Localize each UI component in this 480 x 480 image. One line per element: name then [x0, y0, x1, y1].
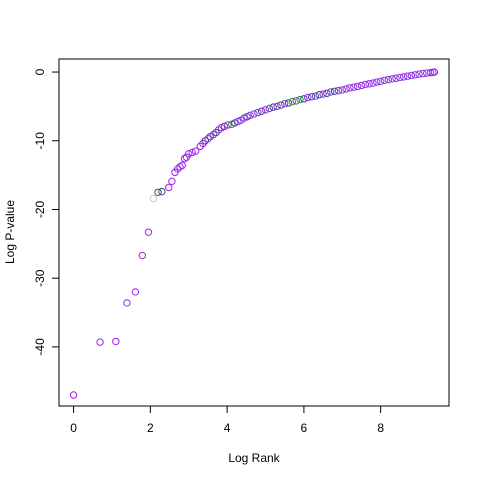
data-point [246, 111, 254, 120]
data-point [392, 74, 400, 82]
data-point [257, 107, 266, 115]
y-axis-label: Log P-value [3, 200, 17, 264]
data-point [173, 165, 182, 173]
data-point [224, 121, 232, 129]
data-point [388, 75, 396, 83]
x-tick-label: 0 [70, 421, 77, 435]
data-point [400, 73, 408, 81]
data-point [384, 75, 393, 84]
data-point [426, 68, 435, 77]
x-tick-label: 8 [377, 421, 384, 435]
data-point [191, 147, 200, 155]
data-point [281, 99, 289, 108]
data-point [342, 85, 350, 93]
data-point [330, 87, 339, 95]
data-point [131, 288, 140, 296]
data-point [365, 80, 373, 88]
data-point [250, 110, 258, 118]
data-point [396, 73, 404, 82]
y-tick-label: -20 [33, 200, 47, 218]
data-point [319, 90, 327, 98]
data-point [411, 71, 419, 79]
data-point [307, 93, 316, 101]
data-point [300, 95, 308, 103]
data-point [304, 93, 312, 102]
data-point [357, 81, 366, 90]
data-point [265, 104, 274, 113]
x-tick-label: 4 [224, 421, 231, 435]
plot-frame [58, 58, 450, 407]
y-tick-label: -40 [33, 338, 47, 356]
data-point [204, 135, 212, 143]
data-point [180, 154, 189, 163]
data-point [338, 86, 346, 94]
x-tick-label: 2 [147, 421, 154, 435]
data-point [149, 194, 158, 203]
data-point [165, 183, 173, 192]
data-point [178, 161, 186, 170]
y-tick-label: -10 [33, 132, 47, 150]
data-point [315, 91, 323, 99]
data-point [284, 99, 293, 107]
x-tick-label: 6 [301, 421, 308, 435]
data-point [168, 177, 176, 186]
data-point [269, 103, 277, 111]
data-point [373, 78, 381, 86]
data-point [288, 97, 297, 106]
data-point [353, 82, 362, 91]
data-points [69, 68, 439, 399]
data-point [138, 251, 146, 260]
data-point [261, 106, 270, 114]
data-point [158, 187, 166, 196]
data-point [292, 97, 300, 105]
y-tick-label: -30 [33, 269, 47, 287]
data-point [185, 150, 193, 158]
data-point [327, 88, 335, 96]
data-point [403, 72, 412, 80]
data-point [376, 77, 385, 86]
data-point [369, 79, 377, 87]
data-point [123, 299, 131, 307]
data-point [361, 80, 370, 89]
data-point [415, 70, 423, 78]
data-point [346, 84, 354, 92]
data-point [69, 391, 78, 399]
y-tick-label: 0 [33, 68, 47, 75]
data-point [96, 338, 104, 346]
data-point [144, 228, 153, 236]
data-point [277, 101, 285, 109]
y-axis: -40 -30 -20 -10 0 [33, 68, 59, 356]
data-point [188, 148, 196, 157]
data-point [112, 337, 120, 346]
data-point [273, 102, 281, 111]
data-point [430, 68, 439, 76]
data-point [311, 92, 320, 100]
data-point [296, 95, 304, 104]
data-point [419, 69, 427, 78]
x-axis-label: Log Rank [228, 451, 280, 465]
data-point [380, 76, 389, 85]
data-point [154, 188, 162, 197]
data-point [350, 83, 358, 91]
data-point [220, 122, 229, 131]
data-point [323, 89, 331, 98]
x-axis: 0 2 4 6 8 [70, 406, 384, 435]
data-point [334, 86, 343, 95]
data-point [407, 71, 416, 80]
data-point [254, 108, 262, 117]
